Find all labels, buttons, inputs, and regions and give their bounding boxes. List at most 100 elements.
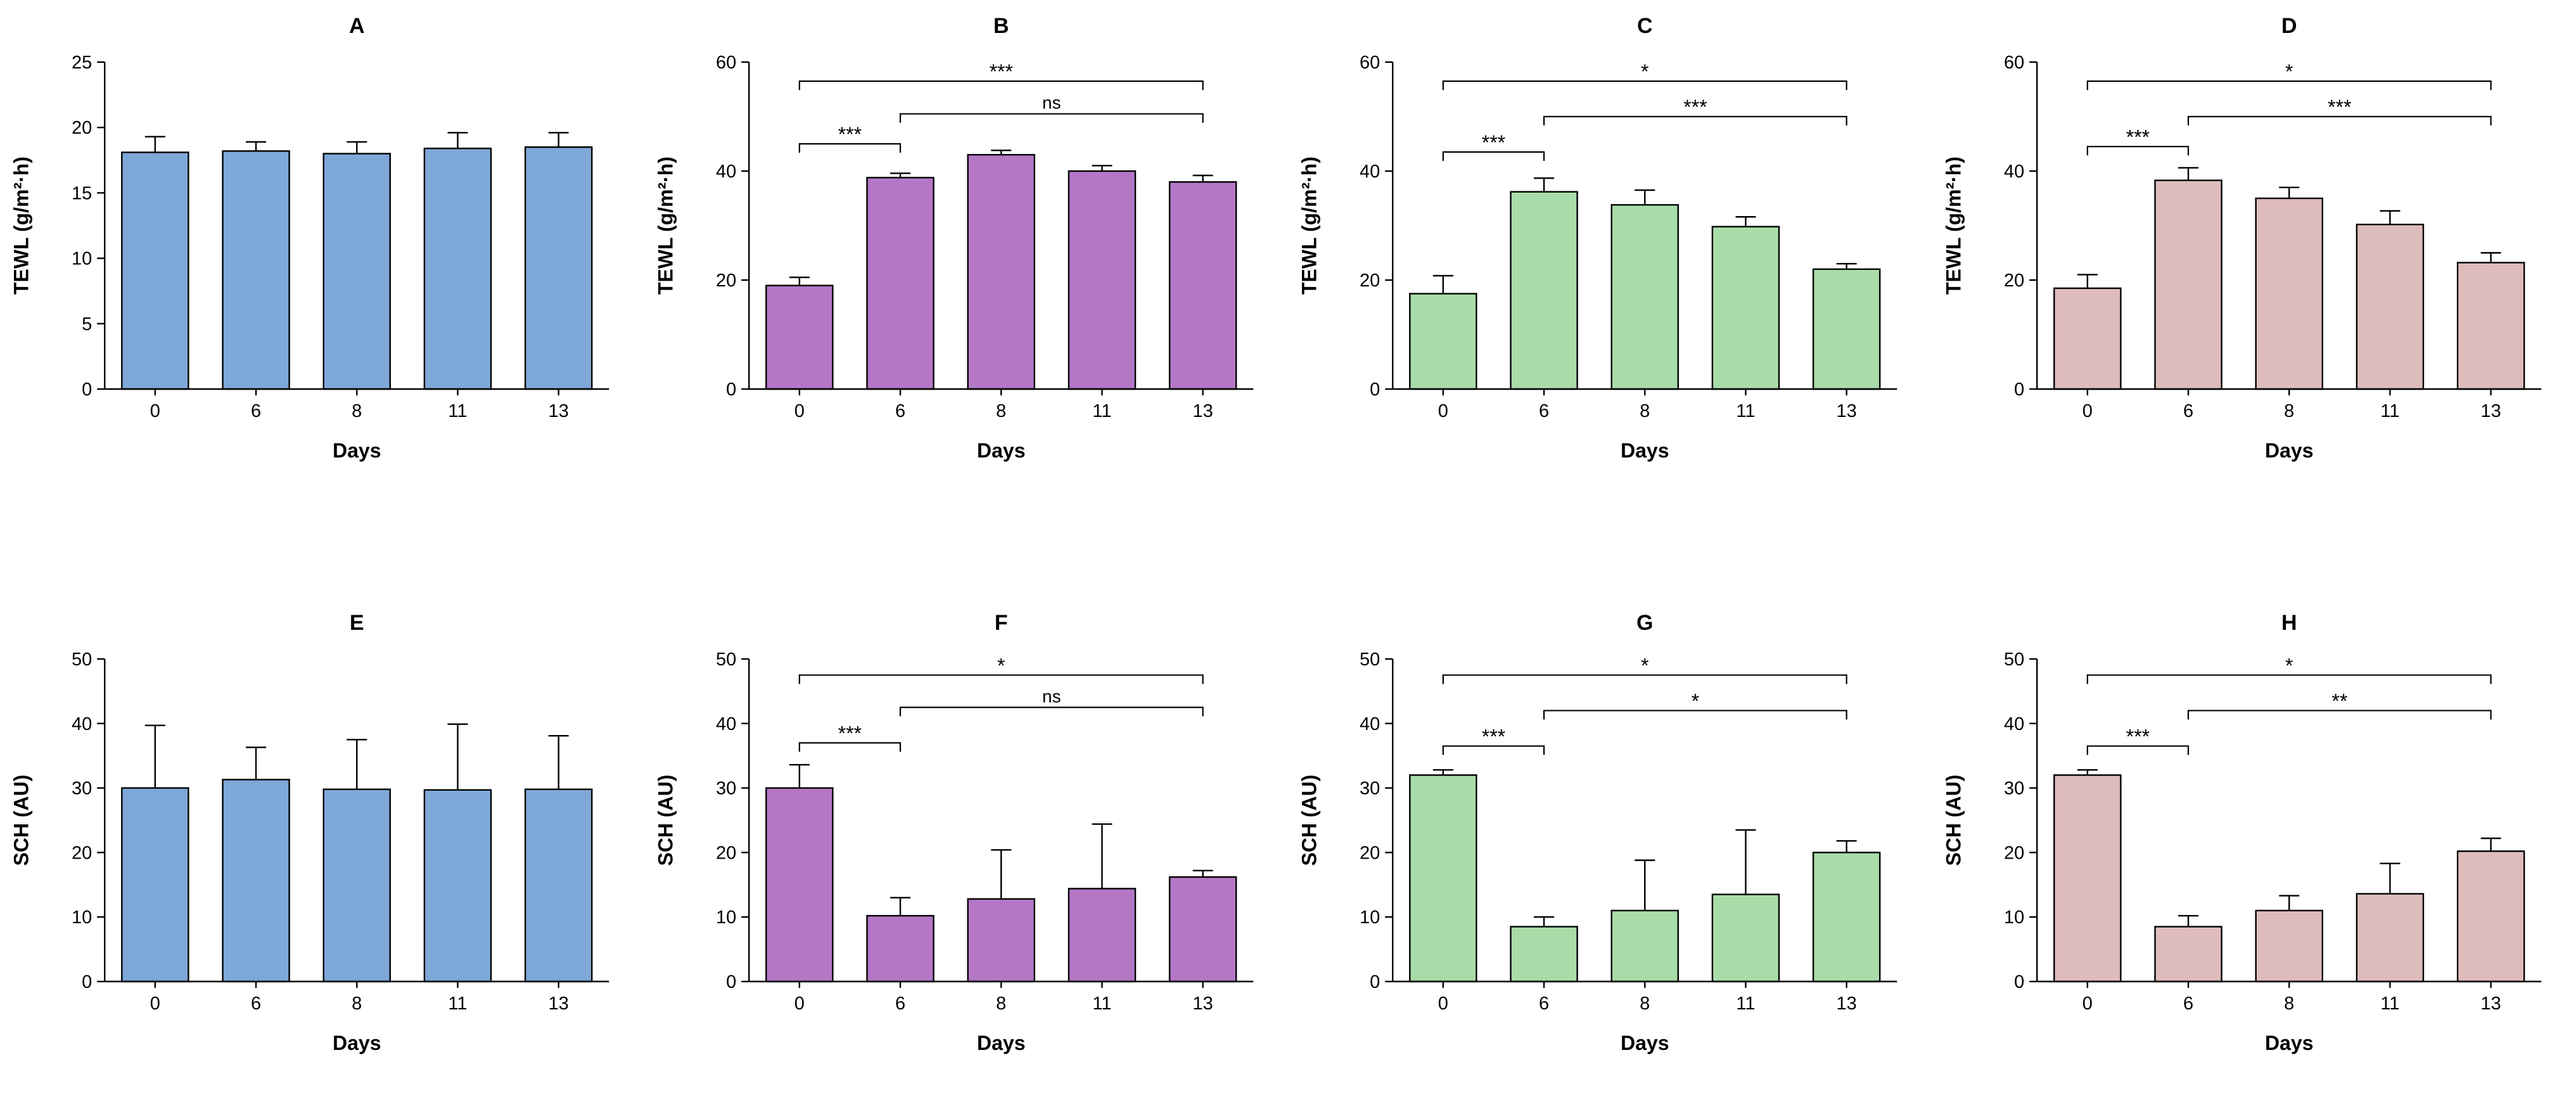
- y-tick-label: 0: [726, 972, 736, 992]
- significance-bracket: [899, 113, 1204, 123]
- y-tick-label: 20: [2003, 843, 2024, 863]
- y-tick-label: 60: [2003, 53, 2024, 73]
- bar-day-13: [2456, 262, 2525, 390]
- y-tick-label: 20: [72, 843, 92, 863]
- bar-day-0: [121, 787, 189, 983]
- significance-label: *: [1641, 60, 1648, 83]
- bar-day-11: [1711, 226, 1780, 390]
- y-tick-label: 20: [715, 271, 736, 291]
- panel-title: F: [994, 611, 1007, 635]
- x-axis-title: Days: [2265, 1032, 2314, 1054]
- panel-title: C: [1637, 14, 1653, 38]
- significance-label: *: [2285, 654, 2293, 677]
- y-tick-label: 0: [726, 380, 736, 400]
- y-axis-title: SCH (AU): [654, 775, 677, 866]
- bar-day-13: [524, 788, 593, 983]
- bar-day-13: [1168, 876, 1237, 983]
- y-tick-label: 25: [72, 53, 92, 73]
- panel-title: A: [349, 14, 365, 38]
- bar-chart-e: 0 6 8 11 13 0 10 20 30 40 50 E SCH (AU) Days: [10, 611, 609, 1054]
- y-axis-title: TEWL (g/m²·h): [1298, 157, 1320, 295]
- x-tick-label: 13: [2480, 994, 2501, 1014]
- y-tick-label: 10: [1360, 907, 1380, 928]
- significance-label: *: [2285, 60, 2293, 83]
- significance-bracket: [2187, 710, 2492, 720]
- bar-day-0: [2053, 774, 2122, 983]
- x-tick-label: 6: [1539, 401, 1549, 421]
- y-tick-label: 60: [1360, 53, 1380, 73]
- y-tick-label: 0: [82, 972, 92, 992]
- x-axis-title: Days: [333, 1032, 381, 1054]
- significance-label: *: [997, 654, 1005, 677]
- x-tick-label: 6: [895, 994, 905, 1014]
- bar-day-13: [1168, 181, 1237, 390]
- significance-label: ***: [838, 722, 861, 745]
- bar-day-11: [1068, 888, 1136, 983]
- x-tick-label: 0: [2082, 401, 2092, 421]
- bar-chart-a: 0 6 8 11 13 0 5 10 15 20 25 A TEWL (g/m²·h) Days: [10, 14, 609, 462]
- significance-bracket: [798, 674, 1204, 684]
- x-tick-label: 13: [2480, 401, 2501, 421]
- y-tick-label: 30: [72, 779, 92, 799]
- y-tick-label: 10: [72, 249, 92, 269]
- significance-label: ***: [989, 60, 1012, 83]
- significance-label: ***: [1683, 96, 1707, 118]
- x-tick-label: 0: [150, 994, 160, 1014]
- x-tick-label: 8: [996, 401, 1006, 421]
- y-tick-label: 5: [82, 314, 92, 335]
- bar-day-0: [2053, 287, 2122, 390]
- significance-bracket: [899, 707, 1204, 717]
- x-tick-label: 6: [2183, 401, 2193, 421]
- significance-bracket: [1543, 115, 1847, 125]
- y-axis-title: SCH (AU): [1942, 775, 1965, 866]
- x-tick-label: 13: [1837, 994, 1857, 1014]
- y-tick-label: 0: [1370, 380, 1380, 400]
- significance-label: *: [1692, 689, 1699, 712]
- bar-day-11: [1711, 893, 1780, 983]
- significance-label: ***: [1482, 725, 1505, 748]
- x-axis-title: Days: [1621, 439, 1669, 462]
- x-tick-label: 11: [448, 401, 467, 421]
- chart-panel-a: 0 6 8 11 13 0 5 10 15 20 25 A TEWL (g/m²·h) Days: [0, 0, 644, 550]
- x-tick-label: 0: [150, 401, 160, 421]
- bar-day-8: [967, 153, 1035, 390]
- bar-day-8: [2255, 197, 2323, 390]
- x-tick-label: 6: [251, 994, 261, 1014]
- y-tick-label: 40: [1360, 714, 1380, 734]
- significance-bracket: [798, 80, 1204, 91]
- x-tick-label: 13: [1192, 994, 1213, 1014]
- x-axis-title: Days: [333, 439, 381, 462]
- x-tick-label: 8: [996, 994, 1006, 1014]
- significance-bracket: [1442, 80, 1847, 91]
- significance-bracket: [1543, 710, 1847, 720]
- y-axis-title: TEWL (g/m²·h): [1942, 157, 1965, 295]
- x-tick-label: 8: [2284, 401, 2294, 421]
- y-tick-label: 30: [715, 779, 736, 799]
- bar-day-13: [1812, 268, 1881, 390]
- bar-day-8: [322, 153, 391, 390]
- x-tick-label: 11: [1736, 401, 1755, 421]
- significance-label: ***: [838, 123, 861, 146]
- panel-title: H: [2281, 611, 2297, 635]
- panel-title: E: [350, 611, 364, 635]
- significance-label: *: [1641, 654, 1648, 677]
- x-tick-label: 13: [549, 994, 569, 1014]
- x-tick-label: 11: [1092, 401, 1111, 421]
- y-tick-label: 30: [1360, 779, 1380, 799]
- x-axis-title: Days: [977, 1032, 1026, 1054]
- x-tick-label: 11: [448, 994, 467, 1014]
- significance-bracket: [1442, 151, 1545, 161]
- bar-day-13: [2456, 850, 2525, 983]
- bar-day-11: [423, 789, 492, 983]
- significance-bracket: [2187, 115, 2492, 125]
- bar-chart-f: 0 6 8 11 13 0 10 20 30 40 50 F SCH (AU) Days *** ns *: [654, 611, 1253, 1054]
- chart-panel-g: 0 6 8 11 13 0 10 20 30 40 50 G SCH (AU) Days *** * *: [1288, 550, 1932, 1100]
- y-tick-label: 15: [72, 183, 92, 203]
- chart-panel-d: 0 6 8 11 13 0 20 40 60 D TEWL (g/m²·h) Days *** *** *: [1932, 0, 2576, 550]
- panel-title: G: [1636, 611, 1653, 635]
- x-axis-title: Days: [2265, 439, 2314, 462]
- chart-panel-f: 0 6 8 11 13 0 10 20 30 40 50 F SCH (AU) Days *** ns *: [644, 550, 1288, 1100]
